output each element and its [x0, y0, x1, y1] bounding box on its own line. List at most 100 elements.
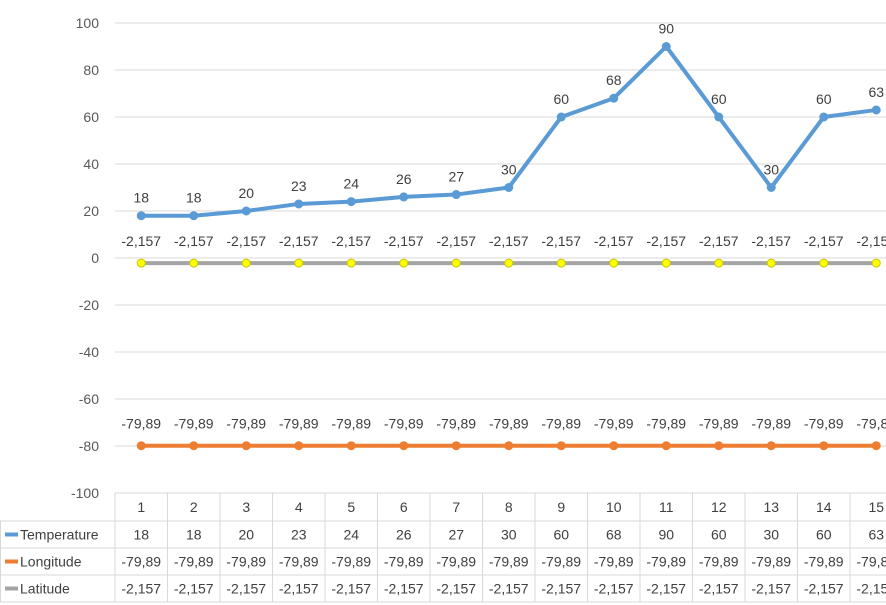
table-cell: -2,157 — [751, 581, 791, 597]
data-label: -79,89 — [594, 416, 634, 432]
data-labels: 18 18 20 23 24 26 27 30 60 68 90 60 30 60 63 -79,89 -79,… — [121, 21, 886, 432]
legend-key-latitude — [5, 586, 18, 591]
table-header-cell: 10 — [606, 499, 622, 515]
data-label: -2,157 — [646, 233, 686, 249]
table-header-cell: 5 — [347, 499, 355, 515]
table-cell: -2,157 — [541, 581, 581, 597]
data-point-longitude — [136, 441, 146, 451]
data-label: -79,89 — [856, 416, 886, 432]
table-cell: -2,157 — [121, 581, 161, 597]
data-point-temperature — [609, 93, 619, 103]
table-cell: -79,89 — [226, 554, 266, 570]
data-point-longitude — [399, 441, 409, 451]
data-label: -2,157 — [856, 233, 886, 249]
table-cell: 60 — [816, 527, 832, 543]
legend-entry-longitude: Longitude — [20, 554, 82, 570]
table-cell: -79,89 — [331, 554, 371, 570]
table-cell: 68 — [606, 527, 622, 543]
data-point-latitude — [766, 258, 776, 268]
table-cell: -79,89 — [646, 554, 686, 570]
table-cell: -79,89 — [856, 554, 886, 570]
y-tick-label: 80 — [83, 62, 99, 78]
table-cell: -2,157 — [804, 581, 844, 597]
table-cell: 18 — [186, 527, 202, 543]
data-label: -2,157 — [121, 233, 161, 249]
data-point-temperature — [661, 42, 671, 51]
data-point-temperature — [294, 199, 304, 209]
data-label: 23 — [291, 178, 307, 194]
data-point-longitude — [609, 441, 619, 451]
data-label: -79,89 — [751, 416, 791, 432]
data-point-longitude — [766, 441, 776, 451]
data-label: -2,157 — [436, 233, 476, 249]
data-point-longitude — [451, 441, 461, 451]
data-point-latitude — [189, 258, 199, 268]
data-label: -2,157 — [279, 233, 319, 249]
data-point-longitude — [714, 441, 724, 451]
data-point-latitude — [609, 258, 619, 268]
table-cell: -79,89 — [804, 554, 844, 570]
data-label: -79,89 — [384, 416, 424, 432]
y-tick-label: -40 — [79, 344, 99, 360]
table-cell: 30 — [501, 527, 517, 543]
table-header-cell: 9 — [557, 499, 565, 515]
data-label: -2,157 — [174, 233, 214, 249]
data-label: 26 — [396, 171, 412, 187]
table-header-cell: 3 — [242, 499, 250, 515]
data-point-longitude — [189, 441, 199, 451]
data-label: -79,89 — [489, 416, 529, 432]
y-tick-label: -80 — [79, 438, 99, 454]
data-label: -2,157 — [594, 233, 634, 249]
data-point-temperature — [766, 183, 776, 192]
data-point-latitude — [661, 258, 671, 268]
series-lines — [136, 42, 881, 451]
y-tick-label: -60 — [79, 391, 99, 407]
y-tick-label: -20 — [79, 297, 99, 313]
data-point-latitude — [241, 258, 251, 268]
table-header-cell: 6 — [400, 499, 408, 515]
table-cell: -2,157 — [856, 581, 886, 597]
y-tick-label: 20 — [83, 203, 99, 219]
table-cell: -2,157 — [331, 581, 371, 597]
data-point-longitude — [871, 441, 881, 451]
data-point-latitude — [294, 258, 304, 268]
data-label: -79,89 — [541, 416, 581, 432]
data-label: -79,89 — [804, 416, 844, 432]
table-cell: -2,157 — [594, 581, 634, 597]
data-label: -79,89 — [331, 416, 371, 432]
data-label: 30 — [501, 162, 517, 178]
table-cell: 30 — [763, 527, 779, 543]
y-tick-label: -100 — [71, 485, 99, 501]
data-point-latitude — [346, 258, 356, 268]
table-cell: 20 — [238, 527, 254, 543]
table-header-cell: 4 — [295, 499, 303, 515]
table-cell: 24 — [343, 527, 359, 543]
table-cell: 18 — [133, 527, 149, 543]
table-cell: 60 — [711, 527, 727, 543]
data-label: -2,157 — [541, 233, 581, 249]
data-point-latitude — [871, 258, 881, 268]
table-header-cell: 11 — [659, 499, 674, 515]
table-cell: 60 — [553, 527, 569, 543]
data-point-temperature — [819, 112, 829, 122]
data-point-longitude — [819, 441, 829, 451]
data-label: -79,89 — [121, 416, 161, 432]
table-cell: -79,89 — [594, 554, 634, 570]
data-label: 27 — [448, 169, 464, 185]
data-point-temperature — [346, 197, 356, 207]
table-header-cell: 8 — [505, 499, 513, 515]
y-tick-label: 0 — [91, 250, 99, 266]
table-header-cell: 14 — [816, 499, 832, 515]
table-cell: 63 — [868, 527, 884, 543]
data-label: -79,89 — [699, 416, 739, 432]
table-cell: -79,89 — [174, 554, 214, 570]
table-cell: -79,89 — [489, 554, 529, 570]
table-cell: -2,157 — [436, 581, 476, 597]
data-label: -2,157 — [384, 233, 424, 249]
data-point-longitude — [241, 441, 251, 451]
table-cell: -79,89 — [541, 554, 581, 570]
data-point-temperature — [451, 190, 461, 200]
data-label: 68 — [606, 72, 622, 88]
data-label: -79,89 — [226, 416, 266, 432]
